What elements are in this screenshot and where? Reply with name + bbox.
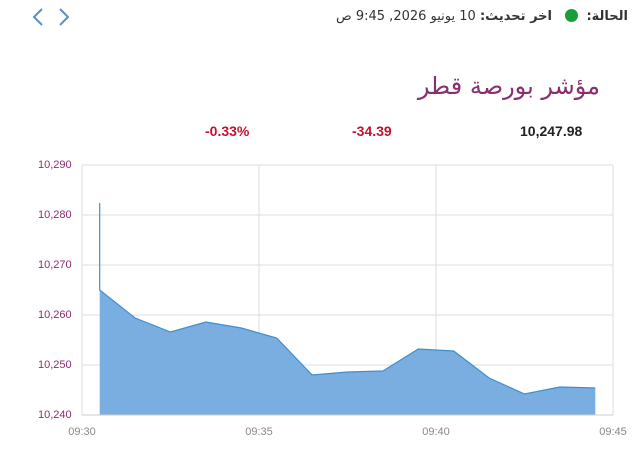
last-price: 10,247.98 — [520, 123, 583, 139]
y-tick-label: 10,270 — [38, 259, 72, 271]
prev-arrow[interactable] — [32, 8, 43, 26]
line — [99, 203, 596, 395]
update-row: اخر تحديث: 10 يونيو 2026, 9:45 ص — [336, 9, 552, 24]
status-row: الحالة: — [565, 9, 628, 24]
change-pct: -0.33% — [205, 123, 250, 139]
status-label: الحالة: — [586, 9, 628, 24]
area — [99, 203, 596, 415]
update-value: 10 يونيو 2026, 9:45 ص — [335, 9, 476, 24]
y-tick-label: 10,250 — [38, 359, 72, 371]
chart-title: مؤشر بورصة قطر — [417, 72, 600, 100]
update-label: اخر تحديث: — [479, 9, 552, 24]
y-tick-label: 10,290 — [38, 159, 72, 171]
y-tick-label: 10,240 — [38, 409, 72, 421]
change: -34.39 — [352, 123, 392, 139]
nav-arrows — [32, 8, 70, 26]
y-tick-label: 10,280 — [38, 209, 72, 221]
x-tick-label: 09:45 — [599, 426, 627, 438]
x-tick-label: 09:40 — [422, 426, 450, 438]
status-dot — [565, 9, 579, 22]
next-arrow[interactable] — [59, 8, 70, 26]
x-tick-label: 09:35 — [245, 426, 273, 438]
x-tick-label: 09:30 — [68, 426, 96, 438]
y-tick-label: 10,260 — [38, 309, 72, 321]
